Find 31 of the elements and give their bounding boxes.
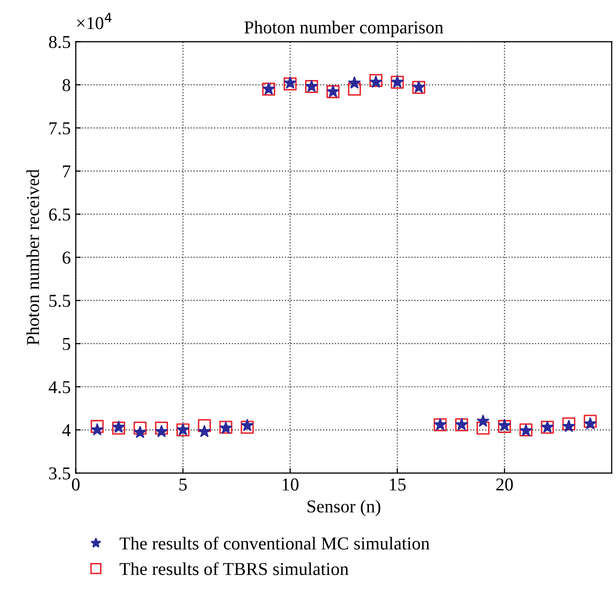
point	[198, 425, 211, 438]
point	[134, 426, 146, 438]
x-tick-label: 10	[282, 478, 298, 491]
legend-label: The results of TBRS simulation	[120, 562, 348, 576]
x-axis-title: Sensor (n)	[308, 500, 380, 516]
y-tick-label: 7.5	[50, 122, 70, 134]
x-tick-label: 20	[496, 478, 513, 491]
legend-label: The results of conventional MC simulation	[120, 536, 430, 550]
x-tick-label: 0	[72, 478, 80, 491]
y-tick-label: 3.5	[49, 467, 70, 480]
y-tick-label: 7	[63, 166, 70, 178]
x-tick-label: 5	[179, 478, 187, 491]
y-tick-label: 6.5	[49, 208, 70, 221]
point	[584, 417, 596, 430]
y-tick-label: 6	[62, 252, 70, 264]
point	[155, 425, 168, 438]
y-tick-label: 8.5	[49, 36, 70, 48]
point	[241, 419, 254, 431]
y-tick-label: 4	[62, 424, 71, 436]
point	[90, 423, 104, 436]
point	[476, 414, 490, 427]
text: ×10$^{4}$	[77, 12, 112, 30]
y-tick-label: 5.5	[49, 294, 70, 307]
point	[562, 420, 576, 432]
chart-title: Photon number comparison	[244, 20, 444, 38]
y-tick-label: 4.5	[48, 381, 70, 394]
point	[348, 76, 361, 88]
y-tick-label: 8	[62, 79, 70, 92]
y-tick-label: 5	[62, 338, 70, 350]
y-axis-title: Photon number received	[26, 169, 40, 346]
x-tick-label: 15	[390, 478, 406, 491]
